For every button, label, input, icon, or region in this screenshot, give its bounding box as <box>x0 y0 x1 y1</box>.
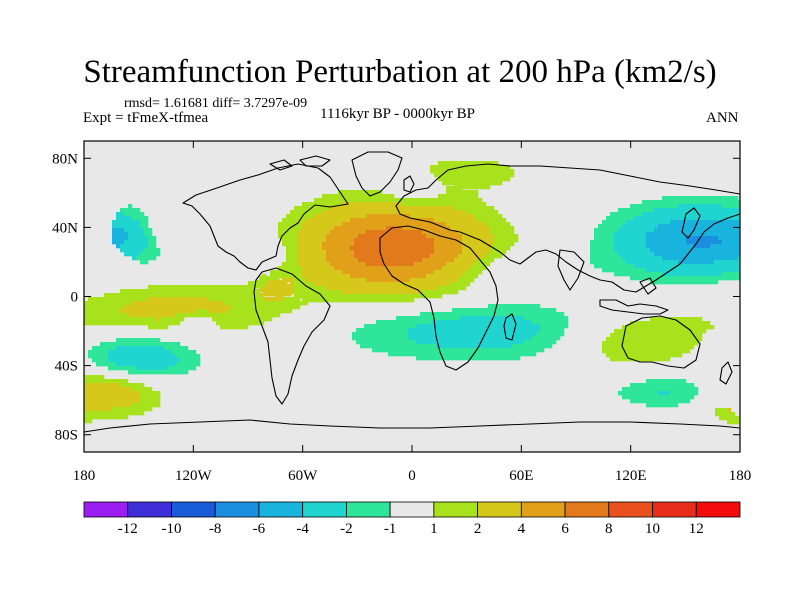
colorbar-label: 10 <box>645 521 660 537</box>
colorbar-swatch <box>345 501 391 518</box>
field-anomaly-10 <box>618 379 699 408</box>
colorbar-label: 1 <box>430 521 438 537</box>
experiment-label: Expt = tFmeX-tfmea <box>83 110 209 126</box>
field-anomaly-2 <box>590 196 741 285</box>
field-anomaly-6 <box>88 338 201 375</box>
field-anomaly-9 <box>602 317 715 362</box>
field-anomaly-7 <box>84 375 161 424</box>
x-tick-label: 180 <box>73 468 96 484</box>
colorbar-swatch <box>171 501 216 518</box>
colorbar-label: -4 <box>296 521 309 537</box>
field-anomaly-17 <box>715 408 740 425</box>
field-anomaly-1 <box>262 186 519 303</box>
coast-eurasia <box>395 163 741 293</box>
coast-india <box>557 249 585 291</box>
x-tick-label: 60W <box>288 468 318 484</box>
colorbar-label: 2 <box>474 521 482 537</box>
chart-title: Streamfunction Perturbation at 200 hPa (… <box>83 54 717 90</box>
field-anomaly-3 <box>112 204 161 265</box>
y-tick-label: 40N <box>52 220 78 236</box>
coastlines <box>83 151 741 433</box>
x-tick-label: 180 <box>729 468 752 484</box>
colorbar-swatch <box>564 501 610 518</box>
colorbar-swatch <box>652 501 697 518</box>
colorbar-swatch <box>433 501 479 518</box>
colorbar-swatch <box>258 501 304 518</box>
axes: 180 120W 60W 0 60E 120E 180 80N 40N 0 40S 80S <box>52 141 751 484</box>
coast-uk <box>403 175 415 193</box>
y-tick-label: 0 <box>71 290 79 306</box>
colorbar-label: -8 <box>209 521 222 537</box>
colorbar-swatch <box>214 501 260 518</box>
colorbar-label: -12 <box>118 521 138 537</box>
colorbar-swatch <box>83 501 129 518</box>
coast-madagascar <box>503 313 517 341</box>
colorbar-swatch <box>127 501 172 518</box>
colorbar-swatch <box>520 501 566 518</box>
coast-new-zealand <box>719 361 733 385</box>
coast-arctic-islands <box>269 155 331 171</box>
coast-antarctica <box>83 419 741 433</box>
colorbar-swatch <box>389 501 435 518</box>
y-tick-label: 40S <box>55 359 78 375</box>
stats-label: rmsd= 1.61681 diff= 3.7297e-09 <box>124 96 308 111</box>
colorbar-label: -1 <box>384 521 397 537</box>
colorbar: -12 -10 -8 -6 -4 -2 -1 1 2 4 6 8 10 12 <box>83 501 741 537</box>
coast-indonesia <box>599 277 669 315</box>
colorbar-swatch <box>302 501 347 518</box>
x-tick-label: 60E <box>509 468 533 484</box>
colorbar-label: 12 <box>689 521 704 537</box>
plot-area <box>84 141 741 452</box>
field-anomaly-8 <box>352 304 569 361</box>
colorbar-swatch <box>477 501 522 518</box>
field-anomaly-11 <box>430 161 515 190</box>
coast-north-america <box>182 163 349 271</box>
field-anomaly-15 <box>255 276 292 301</box>
period-label: 1116kyr BP - 0000kyr BP <box>320 106 476 122</box>
coast-australia <box>621 315 701 369</box>
season-label: ANN <box>706 110 739 126</box>
coast-greenland <box>351 151 403 197</box>
colorbar-label: 6 <box>561 521 569 537</box>
colorbar-label: -2 <box>340 521 353 537</box>
colorbar-swatch <box>695 501 741 518</box>
colorbar-swatch <box>608 501 653 518</box>
x-tick-label: 0 <box>408 468 416 484</box>
x-tick-label: 120W <box>175 468 213 484</box>
x-tick-label: 120E <box>615 468 647 484</box>
coast-south-america <box>253 267 331 405</box>
field-anomaly-5 <box>84 281 309 330</box>
y-tick-label: 80S <box>55 428 78 444</box>
colorbar-label: -6 <box>253 521 266 537</box>
colorbar-label: 8 <box>605 521 613 537</box>
coast-japan <box>681 207 701 239</box>
colorbar-label: 4 <box>518 521 526 537</box>
y-tick-label: 80N <box>52 151 78 167</box>
coast-africa <box>379 225 499 371</box>
colorbar-label: -10 <box>161 521 181 537</box>
